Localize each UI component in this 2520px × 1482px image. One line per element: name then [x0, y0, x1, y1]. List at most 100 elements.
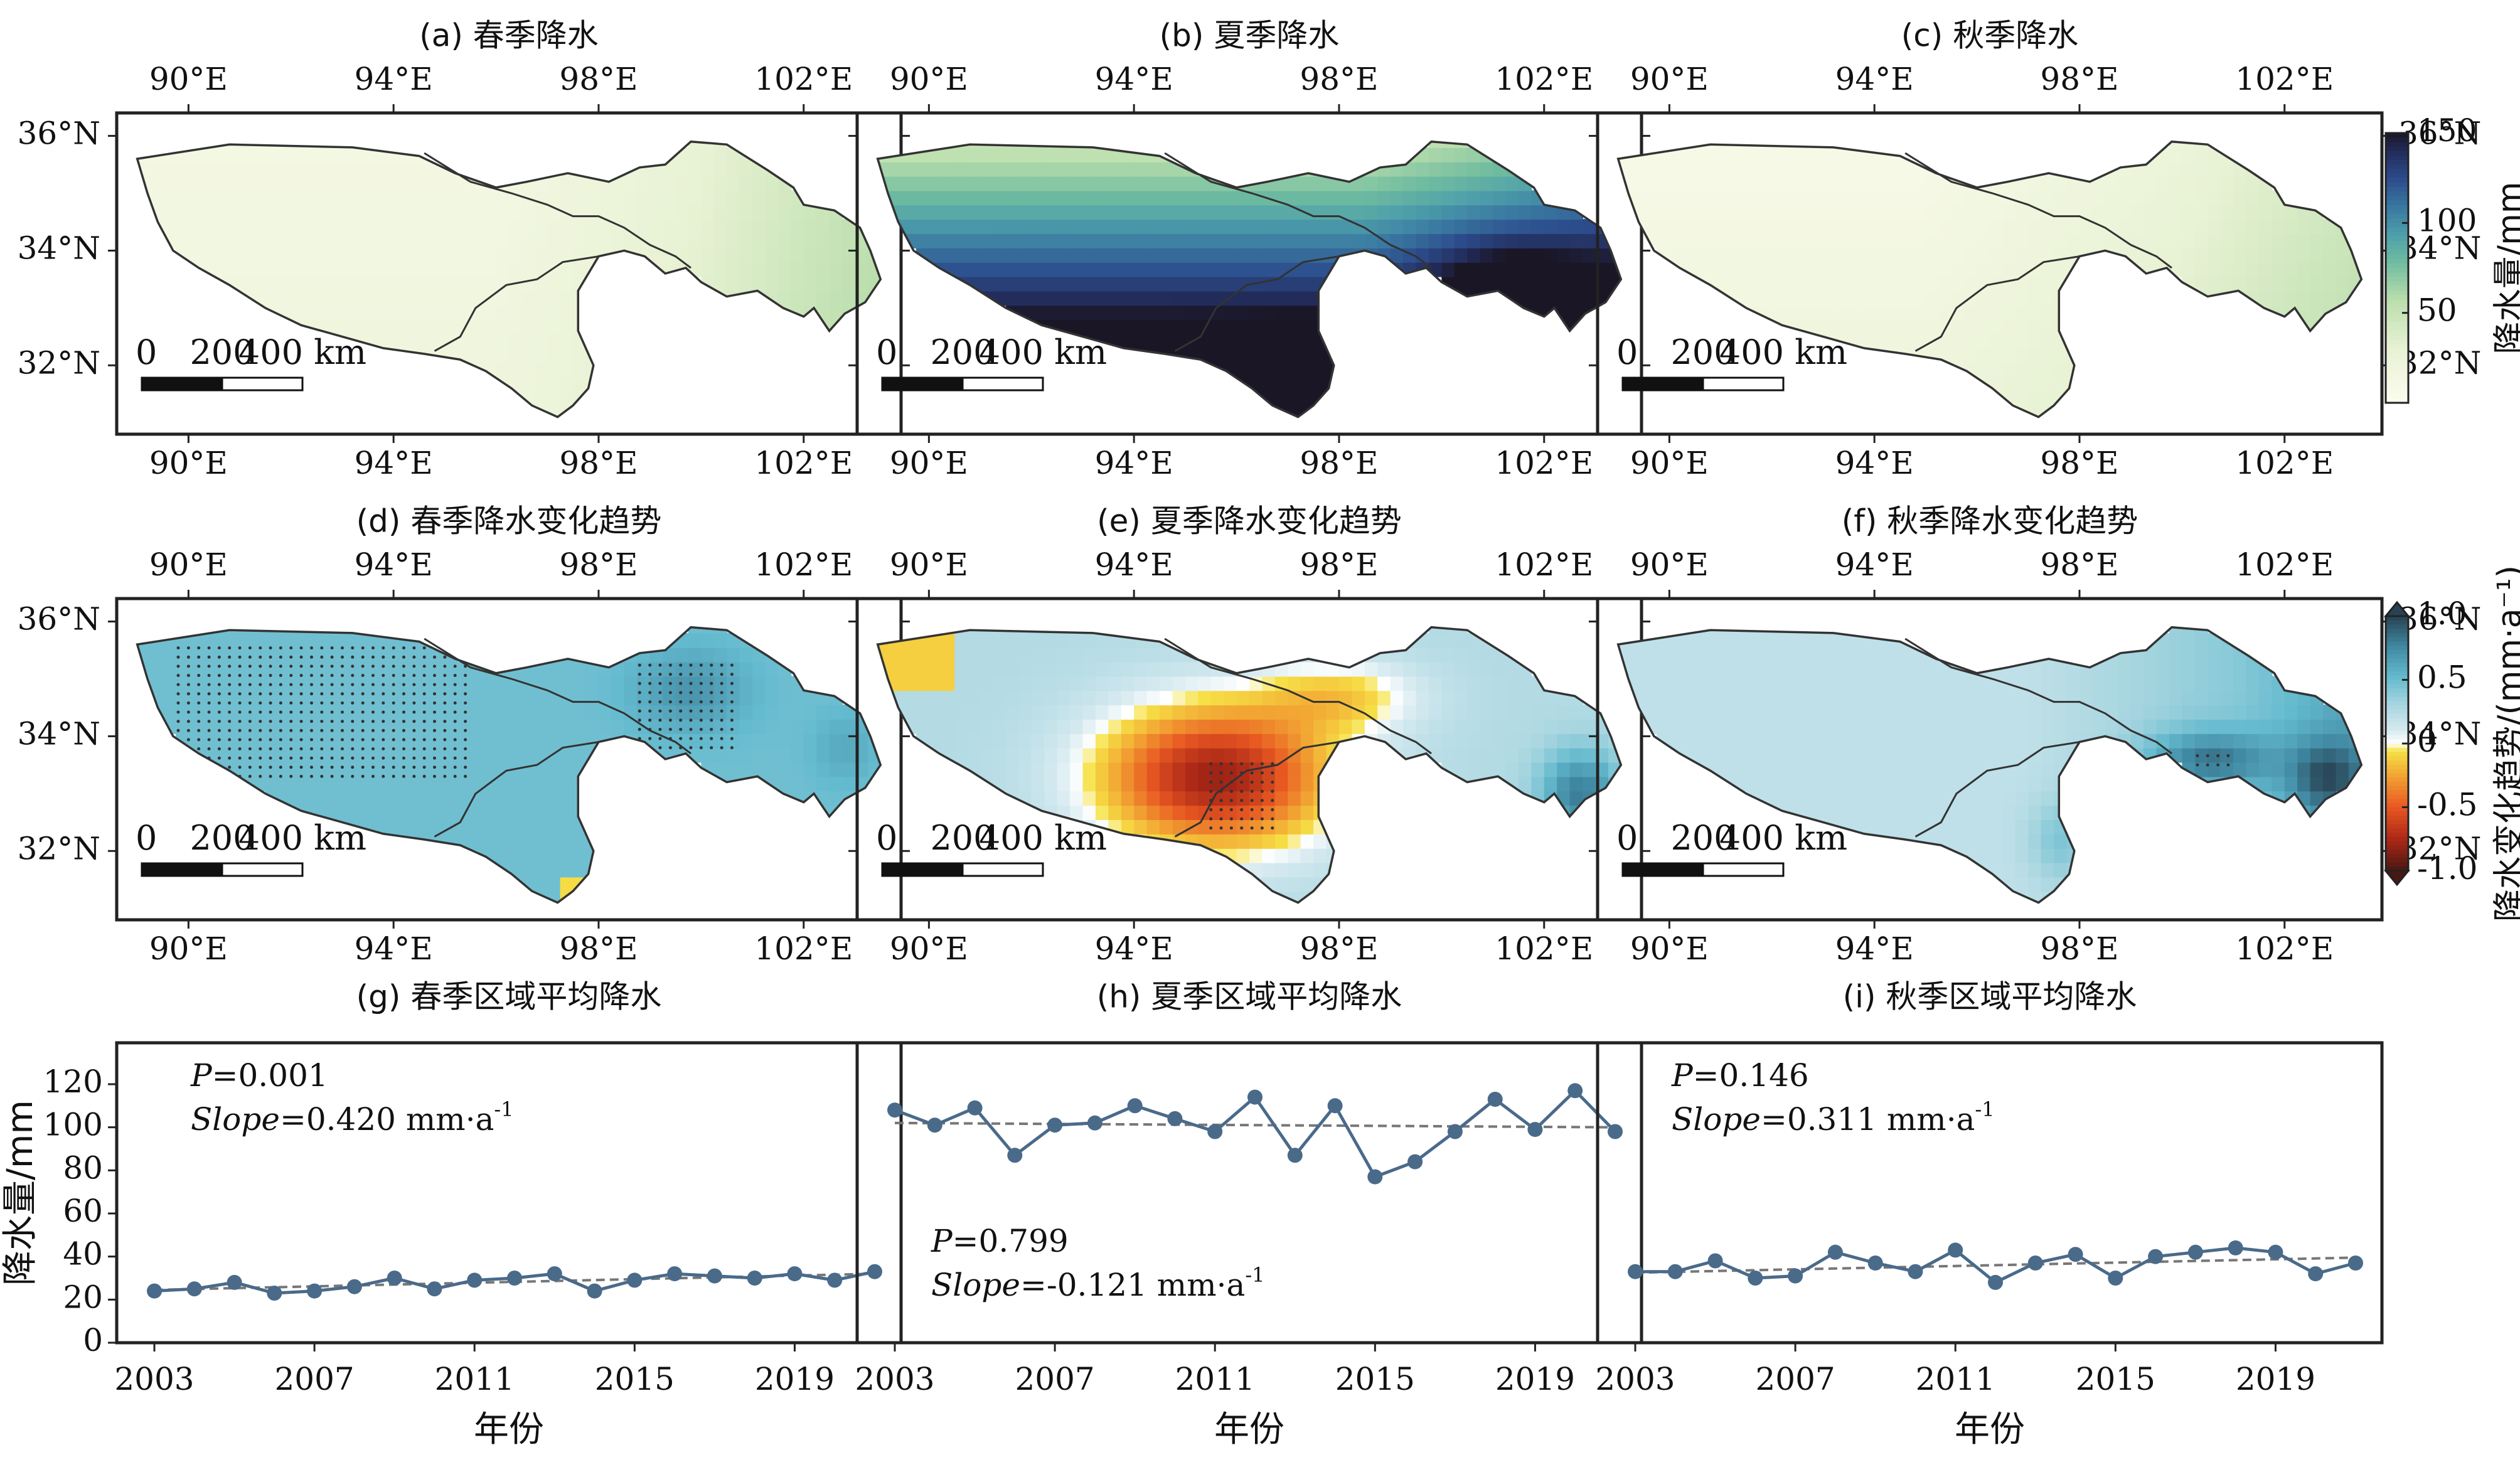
colorbar-frame [2384, 132, 2410, 404]
raster-cell [368, 661, 382, 677]
raster-cell [406, 762, 420, 777]
raster-cell [534, 719, 548, 734]
raster-cell [2284, 747, 2298, 763]
significance-dot [464, 692, 467, 696]
raster-cell [1925, 747, 1940, 763]
raster-cell [2028, 348, 2042, 363]
significance-dot [310, 756, 313, 760]
raster-cell [1095, 805, 1109, 820]
significance-dot [259, 756, 262, 760]
raster-cell [163, 190, 176, 206]
raster-cell [1300, 719, 1315, 734]
raster-cell [1160, 690, 1173, 706]
raster-cell [2002, 690, 2016, 706]
raster-cell [1262, 776, 1276, 792]
raster-cell [573, 205, 587, 220]
raster-cell [980, 247, 994, 263]
raster-cell [1005, 262, 1020, 277]
lon-tick-label: 94°E [355, 930, 433, 967]
raster-cell [240, 733, 254, 749]
raster-cell [470, 247, 484, 263]
raster-cell [1544, 791, 1558, 806]
raster-cell [1134, 161, 1148, 177]
raster-cell [1390, 661, 1404, 677]
raster-cell [252, 176, 266, 191]
raster-cell [777, 733, 792, 749]
raster-cell [1682, 233, 1696, 248]
raster-cell [188, 647, 202, 663]
raster-cell [1428, 705, 1443, 720]
raster-cell [1810, 305, 1824, 321]
raster-cell [1160, 219, 1173, 234]
raster-cell [2336, 262, 2349, 277]
lon-tick-label: 102°E [1495, 61, 1593, 97]
raster-cell [1160, 747, 1173, 763]
raster-cell [1160, 190, 1173, 206]
raster-cell [1403, 161, 1417, 177]
significance-dot [382, 710, 385, 714]
raster-cell [1095, 676, 1109, 691]
raster-cell [929, 205, 942, 220]
raster-cell [2144, 219, 2157, 234]
raster-cell [1300, 791, 1315, 806]
raster-cell [1339, 690, 1353, 706]
raster-cell [304, 176, 318, 191]
raster-cell [993, 205, 1006, 220]
significance-dot [422, 728, 426, 732]
raster-cell [765, 690, 779, 706]
raster-cell [304, 147, 318, 163]
raster-cell [1887, 762, 1901, 777]
significance-dot [1260, 789, 1264, 793]
raster-cell [521, 319, 535, 334]
raster-cell [534, 276, 548, 292]
raster-cell [214, 247, 228, 263]
raster-cell [1964, 348, 1978, 363]
raster-cell [509, 219, 523, 234]
raster-cell [2054, 705, 2068, 720]
raster-cell [1657, 647, 1670, 663]
raster-cell [1300, 348, 1315, 363]
significance-dot [351, 664, 355, 668]
raster-cell [2336, 733, 2349, 749]
raster-cell [1236, 262, 1250, 277]
raster-cell [1874, 791, 1888, 806]
raster-cell [1505, 719, 1519, 734]
significance-dot [289, 710, 293, 714]
colorbar-segment [2386, 312, 2408, 318]
significance-dot [197, 710, 201, 714]
raster-cell [752, 705, 766, 720]
raster-cell [1707, 690, 1722, 706]
significance-dot [310, 747, 313, 750]
colorbar-segment [2386, 650, 2408, 655]
raster-cell [903, 190, 917, 206]
raster-cell [1070, 627, 1084, 634]
raster-cell [2130, 247, 2145, 263]
raster-cell [188, 247, 202, 263]
raster-cell [1428, 627, 1443, 634]
raster-cell [1082, 627, 1096, 634]
raster-cell [585, 719, 599, 734]
raster-cell [1938, 705, 1952, 720]
raster-cell [1210, 262, 1225, 277]
significance-dot [1209, 817, 1213, 821]
raster-cell [227, 205, 241, 220]
raster-cell [2194, 276, 2209, 292]
colorbar-segment [2386, 824, 2408, 829]
significance-dot [2226, 763, 2230, 767]
raster-cell [227, 147, 241, 163]
raster-cell [316, 719, 330, 734]
raster-cell [432, 676, 446, 691]
significance-dot [361, 747, 365, 750]
raster-cell [1121, 632, 1135, 648]
raster-cell [201, 647, 215, 663]
raster-cell [214, 733, 228, 749]
raster-cell [701, 233, 715, 248]
raster-cell [1493, 276, 1507, 292]
raster-cell [1262, 833, 1276, 849]
raster-cell [1274, 776, 1289, 792]
raster-cell [941, 176, 956, 191]
raster-cell [1518, 776, 1532, 792]
raster-cell [1428, 161, 1443, 177]
raster-cell [1185, 205, 1199, 220]
raster-cell [1785, 190, 1798, 206]
